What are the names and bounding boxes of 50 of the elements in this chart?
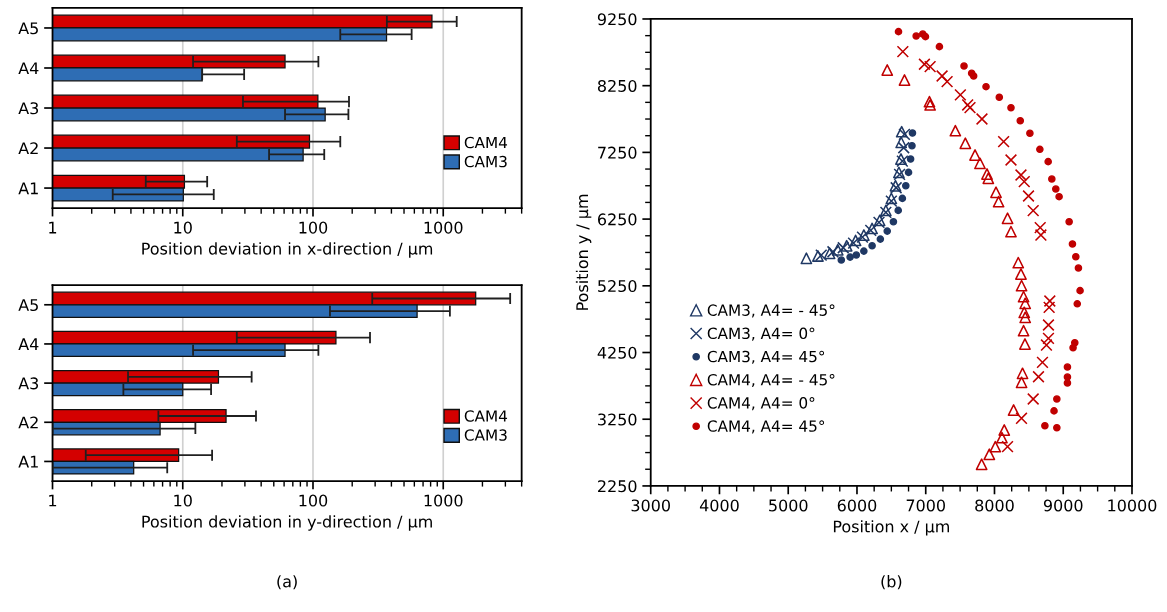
x-tick-label: 6000 <box>837 499 877 512</box>
x-tick-label: 1000 <box>424 494 463 507</box>
x-tick-label: 1 <box>49 494 57 507</box>
y-tick-label: A2 <box>18 416 38 429</box>
y-tick-label: 8250 <box>597 79 637 92</box>
x-tick-label: 10 <box>174 494 192 507</box>
y-tick-label: 9250 <box>597 13 637 26</box>
x-tick-label: 1000 <box>424 221 463 234</box>
legend-label: CAM3, A4= 0° <box>707 327 815 341</box>
legend-label: CAM4 <box>464 410 508 422</box>
x-tick-label: 1 <box>49 221 57 234</box>
x-tick-label: 10000 <box>1108 499 1157 512</box>
y-axis-title: Position y / µm <box>575 194 592 310</box>
x-axis-title: Position x / µm <box>833 520 949 536</box>
y-tick-label: A3 <box>18 377 39 390</box>
y-tick-label: A2 <box>18 142 38 155</box>
legend-label: CAM4, A4= - 45° <box>707 373 835 388</box>
y-tick-label: 5250 <box>598 280 637 293</box>
x-tick-label: 10 <box>174 221 192 234</box>
legend-label: CAM3 <box>464 155 507 168</box>
x-tick-label: 4000 <box>699 499 739 512</box>
x-axis-title: Position deviation in x-direction / µm <box>142 242 433 258</box>
y-tick-label: A1 <box>18 455 38 468</box>
x-tick-label: 100 <box>299 494 328 507</box>
legend-label: CAM3, A4= - 45° <box>707 304 835 318</box>
legend-label: CAM4, A4= 0° <box>707 397 815 411</box>
y-tick-label: 4250 <box>597 346 637 359</box>
x-tick-label: 7000 <box>906 499 945 512</box>
legend-label: CAM3 <box>464 429 507 441</box>
y-tick-label: 2250 <box>598 480 637 493</box>
y-tick-label: 3250 <box>598 413 637 426</box>
legend-label: CAM3, A4= 45° <box>707 350 825 364</box>
x-tick-label: 100 <box>299 221 328 234</box>
text: (b) <box>881 575 902 590</box>
legend-label: CAM4 <box>464 136 508 149</box>
x-tick-label: 8000 <box>975 499 1014 512</box>
x-axis-title: Position deviation in y-direction / µm <box>142 515 432 531</box>
x-tick-label: 3000 <box>631 499 670 512</box>
y-tick-label: A3 <box>18 102 39 115</box>
y-tick-label: 7250 <box>598 146 637 159</box>
y-tick-label: A1 <box>18 182 38 195</box>
y-tick-label: 6250 <box>597 213 637 226</box>
x-tick-label: 5000 <box>769 499 808 512</box>
legend-label: CAM4, A4= 45° <box>707 420 825 434</box>
x-tick-label: 9000 <box>1043 499 1083 512</box>
y-tick-label: A4 <box>18 338 39 351</box>
y-tick-label: A5 <box>18 22 38 35</box>
y-tick-label: A4 <box>18 62 39 75</box>
text: (a) <box>277 575 297 590</box>
y-tick-label: A5 <box>18 299 38 312</box>
